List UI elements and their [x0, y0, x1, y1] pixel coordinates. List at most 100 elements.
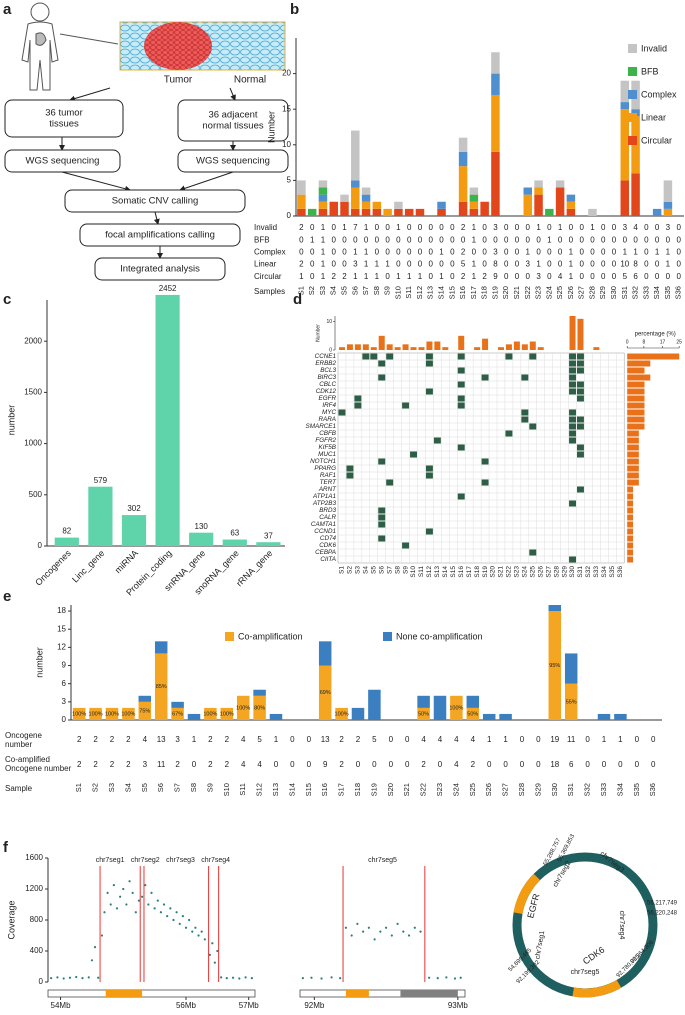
table-value: 0 — [676, 260, 681, 269]
coverage-point — [115, 907, 119, 910]
panel-label: b — [290, 1, 299, 18]
amplified-cell — [346, 465, 354, 472]
gene-label: ARNT — [318, 486, 337, 493]
amplified-cell — [569, 430, 576, 437]
bar-segment — [652, 208, 662, 216]
table-value: 0 — [307, 735, 312, 744]
table-value: 0 — [547, 272, 552, 281]
x-axis-label: Sample — [5, 784, 33, 793]
x-tick-label: S33 — [599, 783, 608, 796]
table-value: 0 — [602, 760, 607, 769]
ratio-label: 100% — [236, 705, 250, 711]
count-bar — [386, 344, 393, 350]
amplified-cell — [457, 493, 465, 500]
coverage-point — [220, 976, 223, 979]
bar-segment — [466, 707, 480, 720]
sample-label: S24 — [522, 566, 529, 578]
x-tick-label: S13 — [271, 783, 280, 796]
data-label: 37 — [264, 531, 273, 540]
table-value: 3 — [143, 760, 148, 769]
coverage-point — [436, 977, 439, 980]
bar-segment — [450, 695, 463, 720]
x-tick-label: S32 — [583, 783, 592, 796]
pointer — [59, 33, 119, 45]
percentage-bar — [627, 374, 651, 381]
table-value: 0 — [332, 223, 337, 232]
amplified-cell — [378, 507, 386, 514]
percentage-bar — [627, 381, 645, 388]
table-value: 0 — [515, 248, 520, 257]
gene-label: CBLC — [319, 381, 336, 388]
bar-segment — [105, 707, 119, 720]
x-tick-label: S12 — [255, 783, 264, 796]
x-tick-label: S8 — [372, 286, 381, 295]
table-value: 1 — [666, 260, 671, 269]
x-tick-label: S11 — [404, 286, 413, 299]
table-value: 0 — [396, 248, 401, 257]
legend-label: Circular — [641, 135, 672, 145]
x-tick-label: S18 — [353, 783, 362, 796]
bar-segment — [297, 194, 306, 209]
count-bar — [529, 341, 536, 350]
percentage-bar — [627, 514, 634, 521]
table-value: 3 — [353, 260, 358, 269]
x-tick-label: 25 — [676, 339, 682, 345]
sample-label: S17 — [466, 566, 473, 578]
bar-segment — [663, 180, 673, 202]
table-value: 0 — [676, 272, 681, 281]
count-bar — [474, 347, 481, 350]
amplified-cell — [529, 423, 537, 430]
coverage-point — [134, 911, 137, 914]
table-value: 1 — [418, 272, 423, 281]
table-value: 1 — [618, 735, 623, 744]
table-value: 0 — [450, 260, 455, 269]
amplified-cell — [425, 388, 433, 395]
panel-label: d — [293, 291, 302, 308]
sample-label: S35 — [609, 566, 616, 578]
count-bar — [362, 344, 369, 350]
table-value: 0 — [569, 223, 574, 232]
bar-segment — [404, 208, 414, 216]
bar-segment — [351, 180, 360, 188]
table-value: 0 — [385, 235, 390, 244]
count-bar — [458, 335, 465, 350]
x-tick-label: S5 — [339, 286, 348, 295]
x-tick-label: S25 — [468, 783, 477, 796]
arrows — [59, 87, 236, 259]
legend-label: Co-amplification — [238, 631, 303, 641]
percentage-bar — [627, 556, 634, 563]
x-tick-label: S30 — [550, 783, 559, 796]
table-value: 0 — [612, 260, 617, 269]
panel-label: a — [3, 1, 12, 18]
percentage-bar — [627, 423, 645, 430]
x-tick-label: S31 — [566, 783, 575, 796]
table-value: 0 — [547, 223, 552, 232]
x-tick-label: S16 — [458, 286, 467, 299]
percentage-bar — [627, 451, 639, 458]
count-bar — [569, 316, 576, 350]
y-tick-label: 2000 — [24, 336, 42, 345]
table-value: 0 — [536, 248, 541, 257]
gene-label: CDK12 — [316, 388, 337, 395]
legend-label: BFB — [641, 66, 659, 76]
y-tick-label: 1600 — [25, 853, 43, 862]
table-value: 0 — [612, 248, 617, 257]
flow-box — [177, 99, 289, 142]
amplified-cell — [457, 444, 465, 451]
gene-label: ERBB2 — [315, 360, 336, 367]
bar-segment — [415, 208, 425, 216]
coverage-point — [100, 934, 104, 937]
legend-swatch — [225, 632, 234, 641]
count-bar — [354, 344, 361, 350]
gene-label: TERT — [320, 479, 337, 486]
amplified-cell — [577, 360, 584, 367]
sample-label: S10 — [410, 566, 417, 578]
data-label: 130 — [195, 522, 209, 531]
coverage-point — [87, 976, 90, 979]
bar-segment — [368, 689, 381, 720]
amplified-cell — [370, 353, 378, 360]
coverage-point — [153, 907, 156, 910]
coverage-point — [225, 977, 228, 980]
table-value: 0 — [612, 272, 617, 281]
bar-segment — [469, 201, 479, 209]
